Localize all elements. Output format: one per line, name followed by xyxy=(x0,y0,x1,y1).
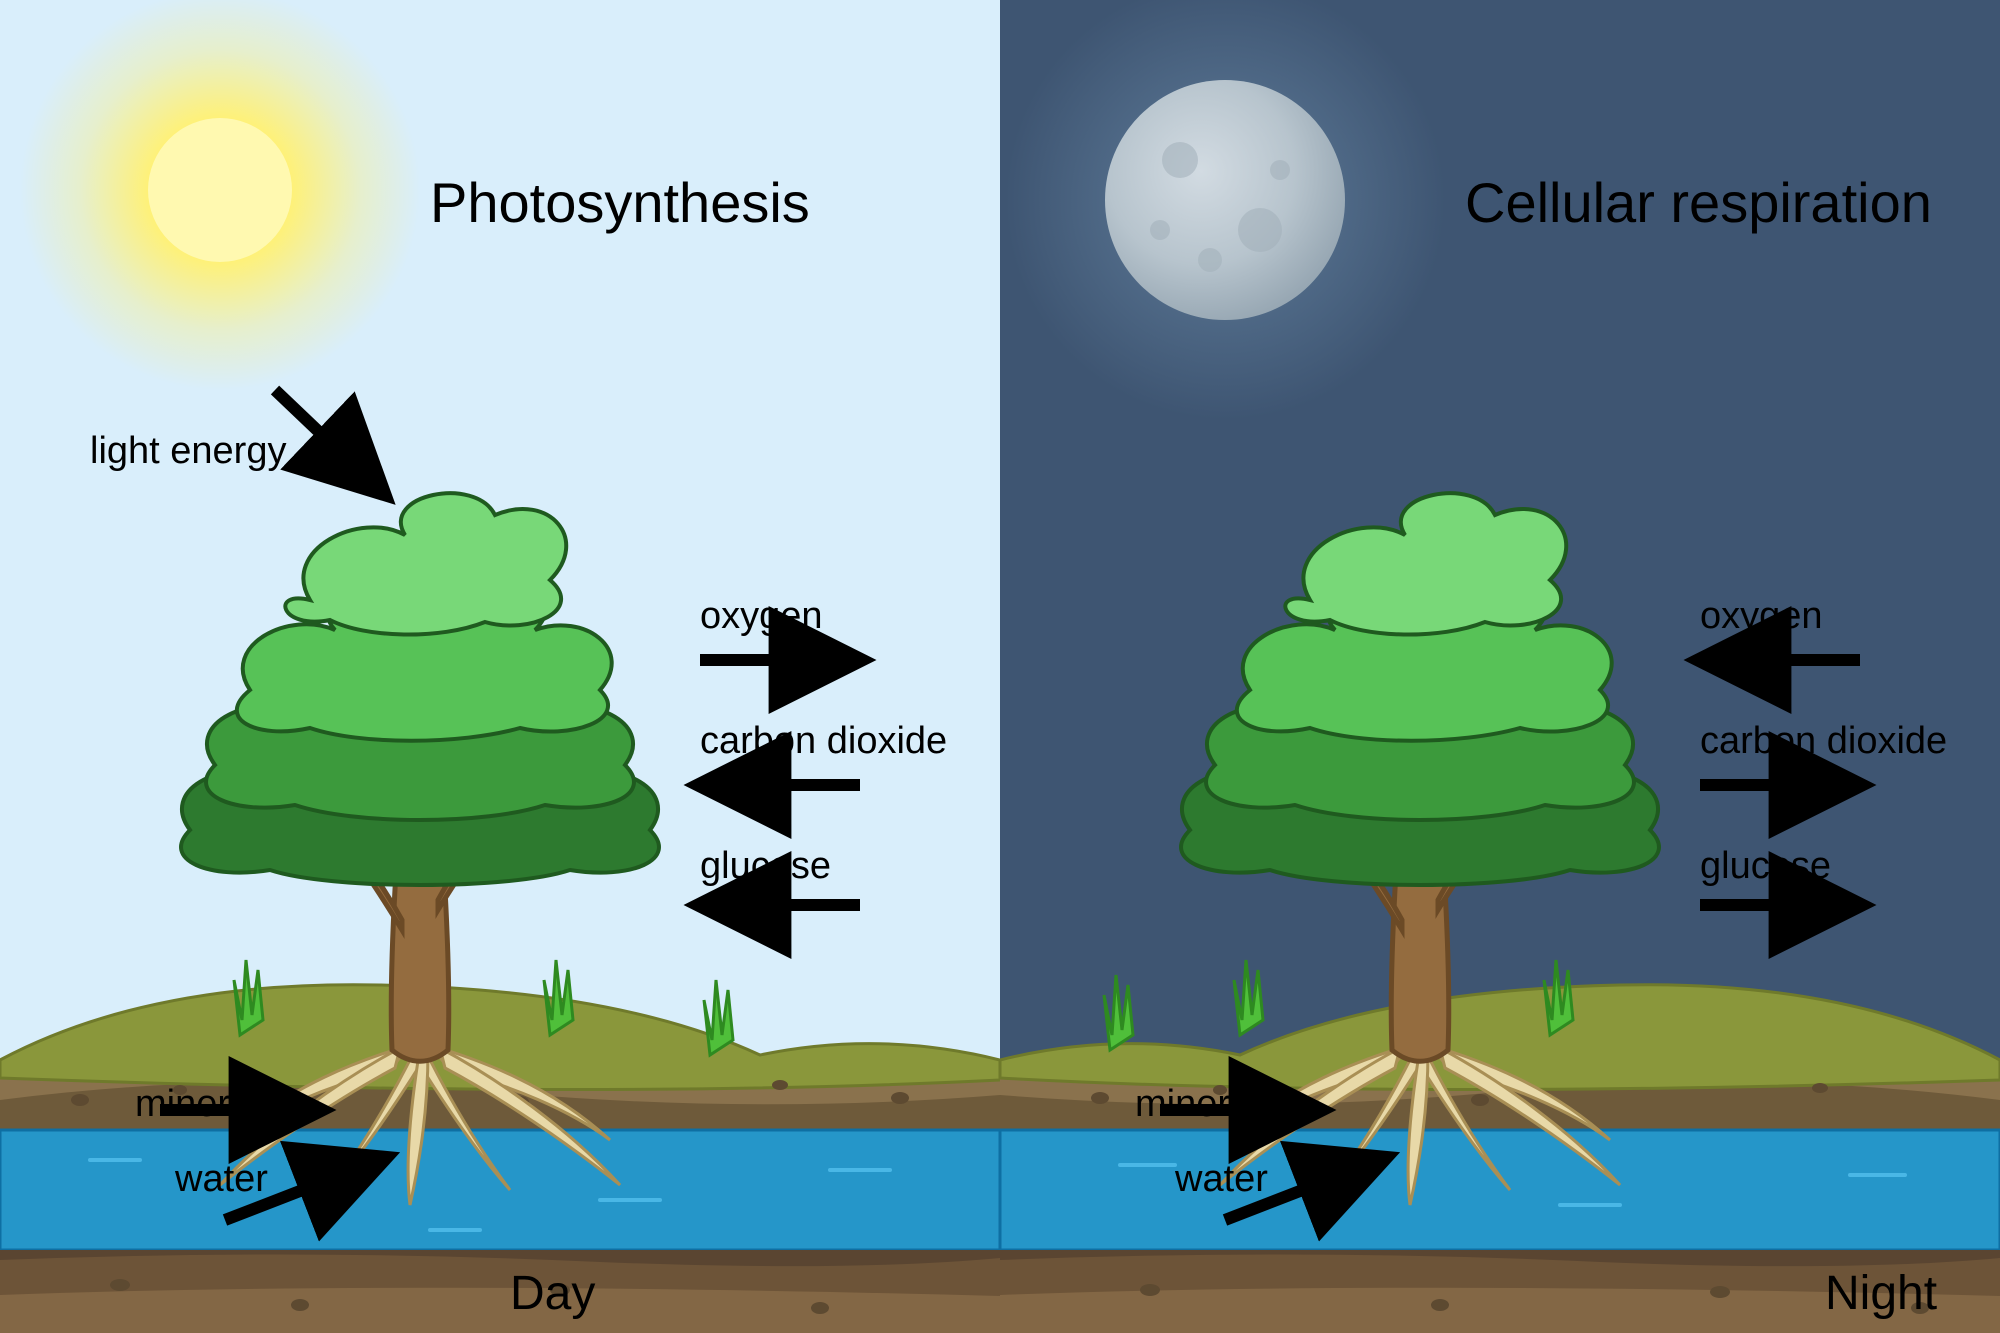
label-co2-right: carbon dioxide xyxy=(1700,720,1947,763)
label-minerals-left: minerals xyxy=(135,1083,279,1126)
label-glucose-right: glucose xyxy=(1700,845,1831,888)
sun-core xyxy=(148,118,292,262)
title-photosynthesis: Photosynthesis xyxy=(430,170,810,235)
moon-body xyxy=(1105,80,1345,320)
label-day: Day xyxy=(510,1266,595,1321)
day-panel: Photosynthesis light energy oxygen carbo… xyxy=(0,0,1000,1333)
label-light-energy: light energy xyxy=(90,430,286,473)
label-water-left: water xyxy=(175,1158,268,1201)
label-oxygen-left: oxygen xyxy=(700,595,823,638)
label-water-right: water xyxy=(1175,1158,1268,1201)
label-glucose-left: glucose xyxy=(700,845,831,888)
diagram-container: Photosynthesis light energy oxygen carbo… xyxy=(0,0,2000,1333)
title-respiration: Cellular respiration xyxy=(1465,170,1932,235)
label-minerals-right: minerals xyxy=(1135,1083,1279,1126)
label-night: Night xyxy=(1825,1266,1937,1321)
label-co2-left: carbon dioxide xyxy=(700,720,947,763)
label-oxygen-right: oxygen xyxy=(1700,595,1823,638)
night-panel: Cellular respiration oxygen carbon dioxi… xyxy=(1000,0,2000,1333)
